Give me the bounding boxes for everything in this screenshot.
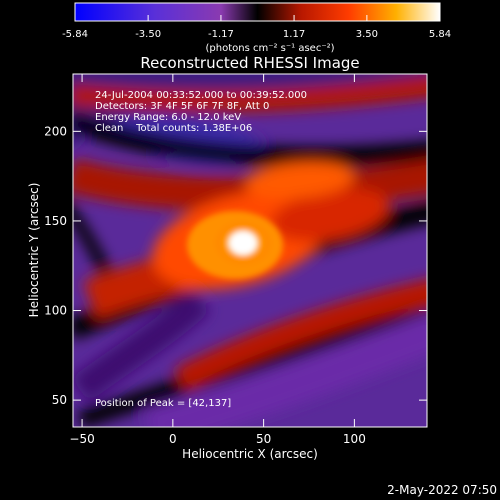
- x-tick-label: 0: [169, 432, 177, 446]
- colorbar-unit-label: (photons cm⁻² s⁻¹ asec⁻²): [205, 43, 334, 54]
- y-axis-label: Heliocentric Y (arcsec): [27, 183, 41, 318]
- y-tick-label: 150: [44, 214, 67, 228]
- x-axis-label: Heliocentric X (arcsec): [182, 447, 318, 461]
- y-tick-label: 100: [44, 304, 67, 318]
- colorbar: [74, 2, 441, 22]
- x-axis-ticks: −50 0 50 100: [69, 74, 366, 446]
- y-tick-label: 50: [52, 393, 67, 407]
- colorbar-tick-label: -3.50: [135, 29, 161, 40]
- colorbar-tick-label: 5.84: [429, 29, 451, 40]
- annotation-time-range: 24-Jul-2004 00:33:52.000 to 00:39:52.000: [95, 90, 307, 101]
- annotation-detectors: Detectors: 3F 4F 5F 6F 7F 8F, Att 0: [95, 101, 269, 112]
- colorbar-tick-label: 3.50: [356, 29, 378, 40]
- annotation-clean-counts: Clean Total counts: 1.38E+06: [95, 123, 252, 134]
- x-tick-label: −50: [69, 432, 94, 446]
- colorbar-tick-label: 1.17: [283, 29, 305, 40]
- colorbar-ticks: -5.84 -3.50 -1.17 1.17 3.50 5.84: [62, 15, 451, 40]
- annotation-energy-range: Energy Range: 6.0 - 12.0 keV: [95, 112, 241, 123]
- heatmap-image: [73, 74, 427, 427]
- colorbar-tick-label: -5.84: [62, 29, 88, 40]
- y-tick-label: 200: [44, 124, 67, 138]
- chart-title: Reconstructed RHESSI Image: [140, 54, 359, 72]
- y-axis-ticks: 50 100 150 200: [44, 124, 427, 407]
- x-tick-label: 50: [256, 432, 271, 446]
- plot-frame: [72, 73, 428, 428]
- colorbar-tick-label: -1.17: [208, 29, 234, 40]
- annotation-peak-position: Position of Peak = [42,137]: [95, 398, 231, 409]
- x-tick-label: 100: [343, 432, 366, 446]
- image-annotations: 24-Jul-2004 00:33:52.000 to 00:39:52.000…: [95, 90, 307, 409]
- footer-timestamp: 2-May-2022 07:50: [387, 483, 497, 497]
